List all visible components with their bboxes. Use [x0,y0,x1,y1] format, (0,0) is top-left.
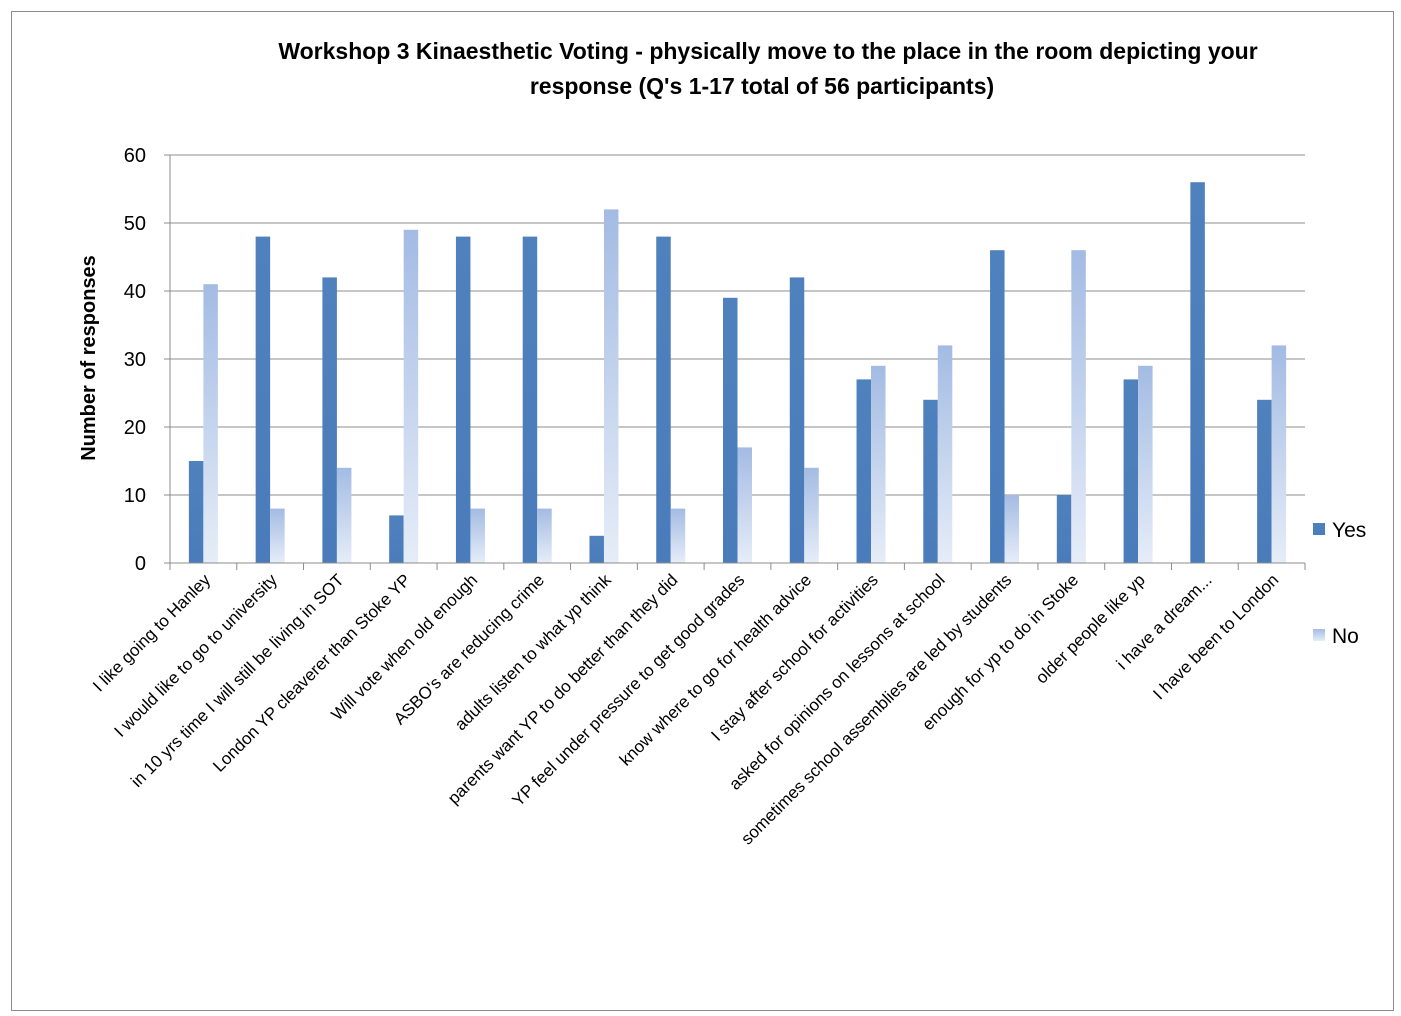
y-tick-label: 60 [124,145,146,167]
bar-no [537,508,552,563]
bar-no [470,508,485,563]
x-tick-label: I have been to London [1149,570,1282,703]
bar-yes [522,236,538,563]
bar-yes [1056,495,1072,563]
x-tick-label: I like going to Hanley [89,570,214,695]
bar-no [270,508,285,563]
bar-yes [389,515,404,563]
bar-no [203,284,218,563]
bar-no [336,467,352,563]
bar-yes [789,277,805,563]
bar-yes [255,236,271,563]
bar-yes [656,236,671,563]
y-axis-title: Number of responses [78,255,100,461]
bar-no [670,508,686,563]
bar-yes [322,277,337,563]
bar-no [403,229,419,564]
bar-yes [1123,379,1139,563]
bar-no [937,345,953,563]
legend-swatch-yes [1313,523,1325,535]
chart-title-line-2: response (Q's 1-17 total of 56 participa… [530,73,994,99]
y-tick-label: 30 [124,349,146,371]
y-tick-labels: 0 10 20 30 40 50 60 [124,145,146,575]
y-tick-label: 20 [124,417,146,439]
y-tick-label: 10 [124,485,146,507]
bar-yes [188,461,204,563]
y-tick-label: 50 [124,213,146,235]
bar-yes [1190,182,1205,563]
y-tick-label: 0 [135,553,146,575]
x-tick-label: older people like yp [1032,570,1149,687]
chart-title-line-1: Workshop 3 Kinaesthetic Voting - physica… [278,38,1257,64]
bar-yes [589,535,604,563]
bar-no [1071,250,1086,563]
bar-yes [990,250,1005,563]
legend-label-no: No [1332,625,1359,648]
axes [169,155,1306,570]
bars [188,182,1287,564]
chart-frame [11,11,1394,1011]
bar-no [804,467,819,563]
y-tick-label: 40 [124,281,146,303]
bar-no [1138,365,1153,563]
bar-no [737,447,752,563]
x-tick-label: YP feel under pressure to get good grade… [509,570,749,810]
bar-no [871,365,886,563]
legend: Yes No [1313,519,1366,648]
x-tick-label: parents want YP to do better than they d… [444,570,682,808]
bar-yes [723,297,738,563]
bar-yes [1257,399,1272,563]
bar-yes [923,399,938,563]
legend-swatch-no [1313,629,1325,641]
bar-no [1004,495,1020,563]
bar-yes [455,236,471,563]
bar-yes [856,379,872,563]
bar-no [1271,345,1287,563]
bar-no [603,209,619,563]
legend-label-yes: Yes [1332,519,1366,542]
chart-title: Workshop 3 Kinaesthetic Voting - physica… [278,38,1257,99]
